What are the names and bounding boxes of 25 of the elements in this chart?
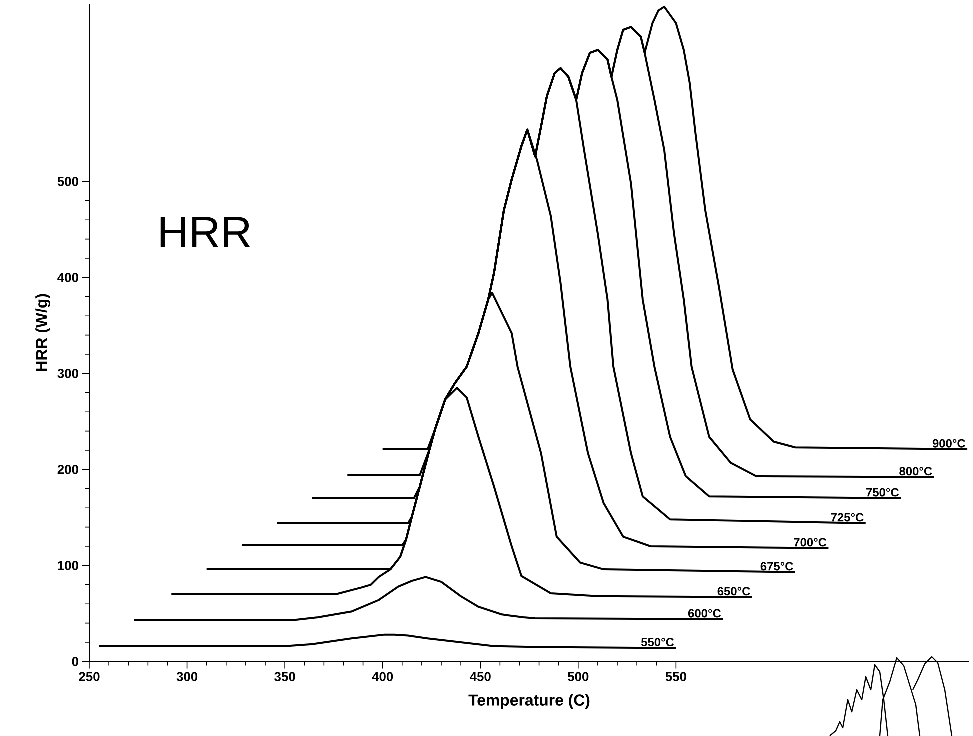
series-label: 700°C [794, 538, 827, 547]
x-tick-label: 500 [568, 672, 589, 682]
x-tick-label: 300 [176, 672, 198, 682]
series-label: 600°C [688, 609, 722, 618]
y-tick-label: 200 [58, 465, 78, 474]
y-axis-title: HRR (W/g) [36, 294, 51, 372]
y-tick-label: 300 [58, 369, 78, 378]
x-tick-label: 550 [666, 672, 686, 682]
x-tick-label: 400 [372, 672, 394, 682]
x-tick-label: 350 [274, 672, 296, 682]
x-tick-label: 450 [470, 672, 491, 682]
series-label: 725°C [831, 513, 864, 522]
series-label: 550°C [641, 638, 674, 647]
x-axis-title: Temperature (C) [468, 694, 590, 710]
y-tick-label: 100 [58, 561, 78, 570]
annotation: HRR [160, 217, 250, 248]
series-label: 750°C [866, 488, 900, 497]
y-tick-label: 0 [72, 657, 78, 666]
series-label: 675°C [760, 562, 794, 571]
y-tick-label: 400 [58, 273, 78, 282]
series-label: 900°C [932, 439, 966, 448]
y-tick-label: 500 [58, 177, 78, 186]
series-label: 650°C [718, 587, 750, 596]
series-label: 800°C [900, 467, 932, 476]
x-tick-label: 250 [79, 672, 100, 682]
